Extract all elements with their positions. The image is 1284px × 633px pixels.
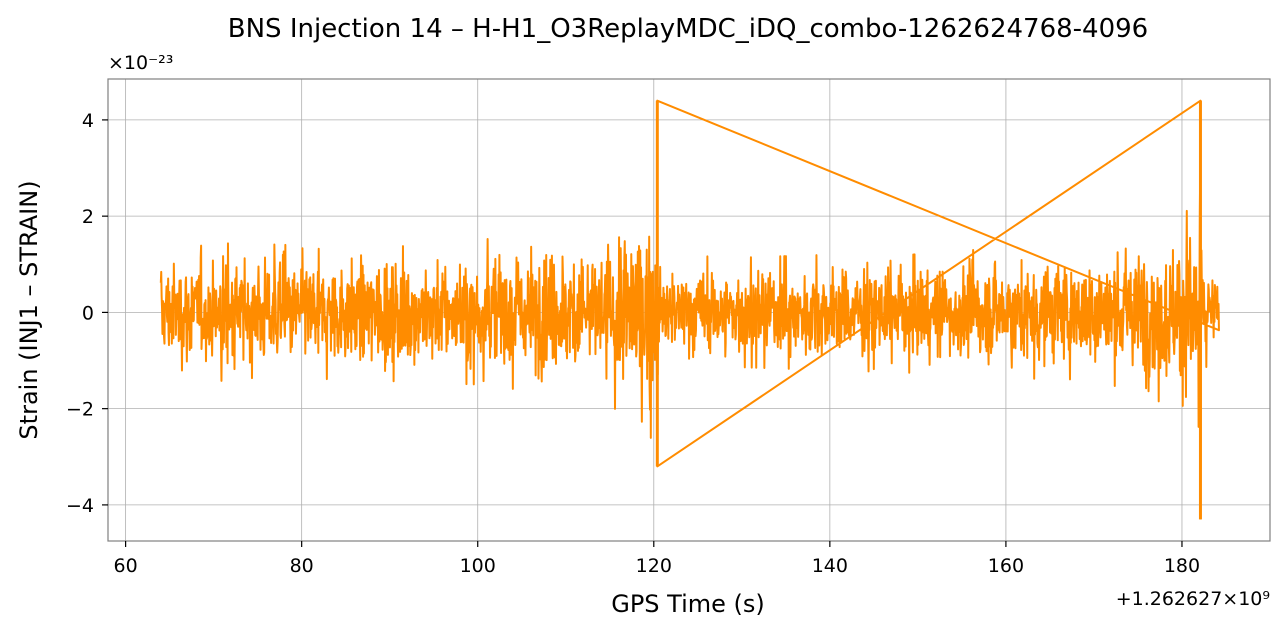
x-tick-label: 120: [636, 555, 672, 577]
y-axis-ticks: −4 −2 0 2 4: [66, 110, 108, 517]
y-tick-label: −4: [66, 495, 94, 517]
x-axis-ticks: 60 80 100 120 140 160 180: [114, 541, 1200, 577]
x-tick-label: 60: [114, 555, 138, 577]
y-tick-label: 2: [82, 206, 94, 228]
x-offset-label: +1.262627×10⁹: [1116, 588, 1270, 610]
y-tick-label: 0: [82, 302, 94, 324]
plot-area: [159, 99, 1220, 520]
x-tick-label: 100: [460, 555, 496, 577]
x-tick-label: 140: [812, 555, 848, 577]
x-axis-label: GPS Time (s): [611, 590, 765, 618]
x-tick-label: 180: [1164, 555, 1200, 577]
chart-title: BNS Injection 14 – H-H1_O3ReplayMDC_iDQ_…: [228, 14, 1148, 44]
y-tick-label: −2: [66, 399, 94, 421]
y-tick-label: 4: [82, 110, 94, 132]
x-tick-label: 80: [290, 555, 314, 577]
x-tick-label: 160: [988, 555, 1024, 577]
axes-frame: [107, 78, 1271, 542]
y-scale-label: ×10⁻²³: [108, 52, 173, 74]
strain-series-line: [159, 99, 1220, 520]
y-axis-label: Strain (INJ1 – STRAIN): [15, 180, 43, 439]
